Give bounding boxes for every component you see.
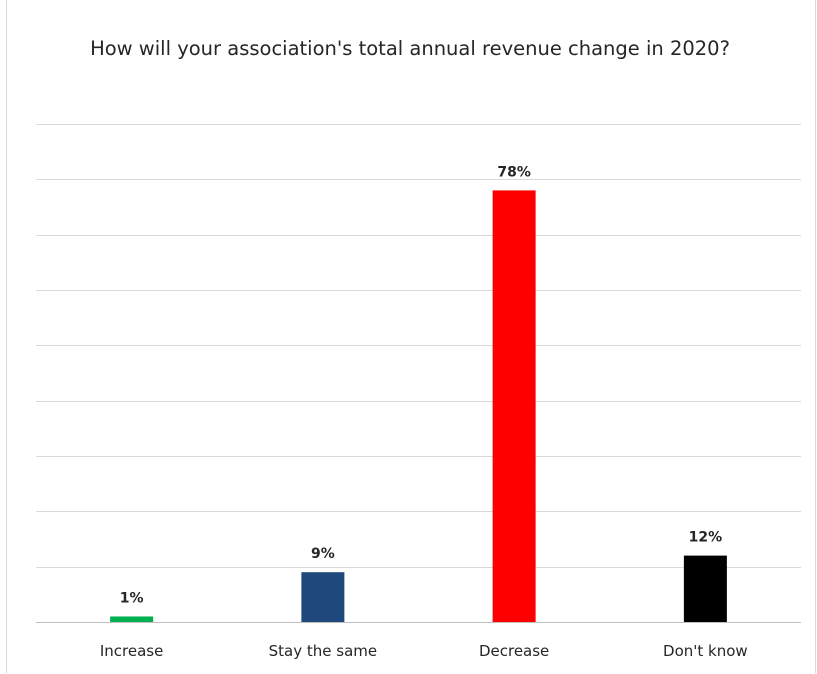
gridlines — [36, 124, 801, 623]
bar-decrease — [492, 190, 536, 622]
value-label: 12% — [689, 530, 723, 546]
value-labels: 1% 9% 78% 12% — [120, 164, 722, 606]
bar-stay-the-same — [301, 572, 345, 622]
category-label: Stay the same — [269, 642, 377, 660]
bar-don-t-know — [683, 555, 727, 622]
category-labels: Increase Stay the same Decrease Don't know — [100, 642, 748, 660]
category-label: Decrease — [479, 642, 549, 660]
value-label: 1% — [120, 590, 144, 606]
value-label: 78% — [497, 164, 531, 180]
bar-increase — [110, 616, 154, 622]
category-label: Increase — [100, 642, 163, 660]
value-label: 9% — [311, 546, 335, 562]
chart-title: How will your association's total annual… — [90, 37, 730, 60]
chart-frame — [6, 0, 816, 673]
category-label: Don't know — [663, 642, 748, 660]
bars — [110, 190, 727, 622]
